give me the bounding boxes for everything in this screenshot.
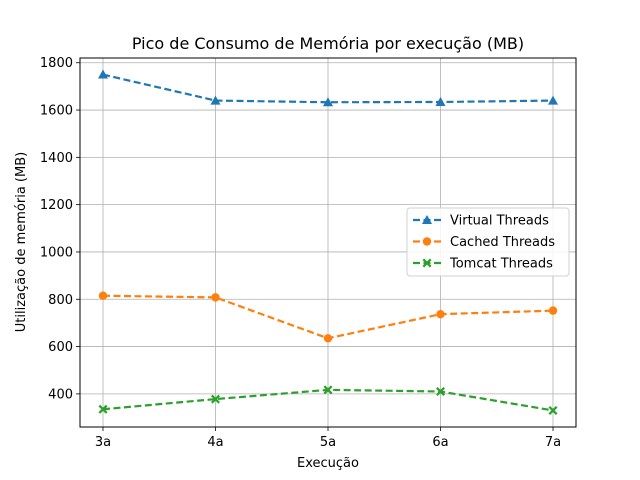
chart-title: Pico de Consumo de Memória por execução … bbox=[132, 34, 524, 53]
legend-box bbox=[406, 207, 570, 277]
virtual-threads-point bbox=[435, 96, 446, 106]
x-tick-label: 5a bbox=[320, 435, 336, 450]
legend-label-cached-threads: Cached Threads bbox=[450, 235, 555, 250]
x-tick-label: 3a bbox=[95, 435, 111, 450]
virtual-threads-point bbox=[323, 97, 333, 107]
x-tick-label: 6a bbox=[432, 435, 448, 450]
x-tick-label: 4a bbox=[207, 435, 223, 450]
legend-marker-tomcat-threads bbox=[422, 258, 432, 268]
legend-label-virtual-threads: Virtual Threads bbox=[450, 214, 549, 229]
y-tick-label: 1600 bbox=[40, 104, 73, 119]
y-axis-label: Utilização de memória (MB) bbox=[14, 152, 29, 332]
y-tick-label: 1000 bbox=[40, 245, 73, 260]
y-tick-label: 600 bbox=[48, 340, 73, 355]
tomcat-threads-point bbox=[98, 404, 108, 414]
virtual-threads-point bbox=[98, 69, 108, 79]
cached-threads-point bbox=[323, 334, 333, 343]
y-tick-label: 800 bbox=[48, 293, 73, 308]
virtual-threads-point bbox=[210, 95, 221, 105]
virtual-threads-line bbox=[102, 73, 554, 104]
y-tick-label: 1200 bbox=[40, 198, 73, 213]
legend-marker-cached-threads bbox=[422, 237, 432, 246]
tomcat-threads-point bbox=[323, 385, 333, 395]
cached-threads-point bbox=[98, 291, 108, 300]
x-axis-label: Execução bbox=[297, 456, 359, 471]
x-tick-label: 7a bbox=[545, 435, 561, 450]
cached-threads-point bbox=[548, 306, 558, 315]
axis-ticks: 3a 4a 5a 6a 7a 400 600 800 1000 1200 1400 1600 1800 bbox=[40, 56, 561, 450]
tomcat-threads-point bbox=[211, 394, 220, 404]
tomcat-threads-point bbox=[548, 405, 558, 415]
cached-threads-point bbox=[211, 293, 220, 302]
y-tick-label: 400 bbox=[48, 387, 73, 402]
y-tick-label: 1800 bbox=[40, 56, 73, 71]
y-tick-label: 1400 bbox=[40, 151, 73, 166]
series-layer bbox=[98, 69, 558, 415]
legend-label-tomcat-threads: Tomcat Threads bbox=[449, 257, 553, 272]
virtual-threads-point bbox=[548, 95, 558, 105]
tomcat-threads-point bbox=[436, 387, 445, 397]
legend: Virtual Threads Cached Threads Tomcat Thre… bbox=[406, 207, 570, 277]
legend-marker-virtual-threads bbox=[422, 215, 432, 224]
cached-threads-point bbox=[436, 309, 445, 319]
